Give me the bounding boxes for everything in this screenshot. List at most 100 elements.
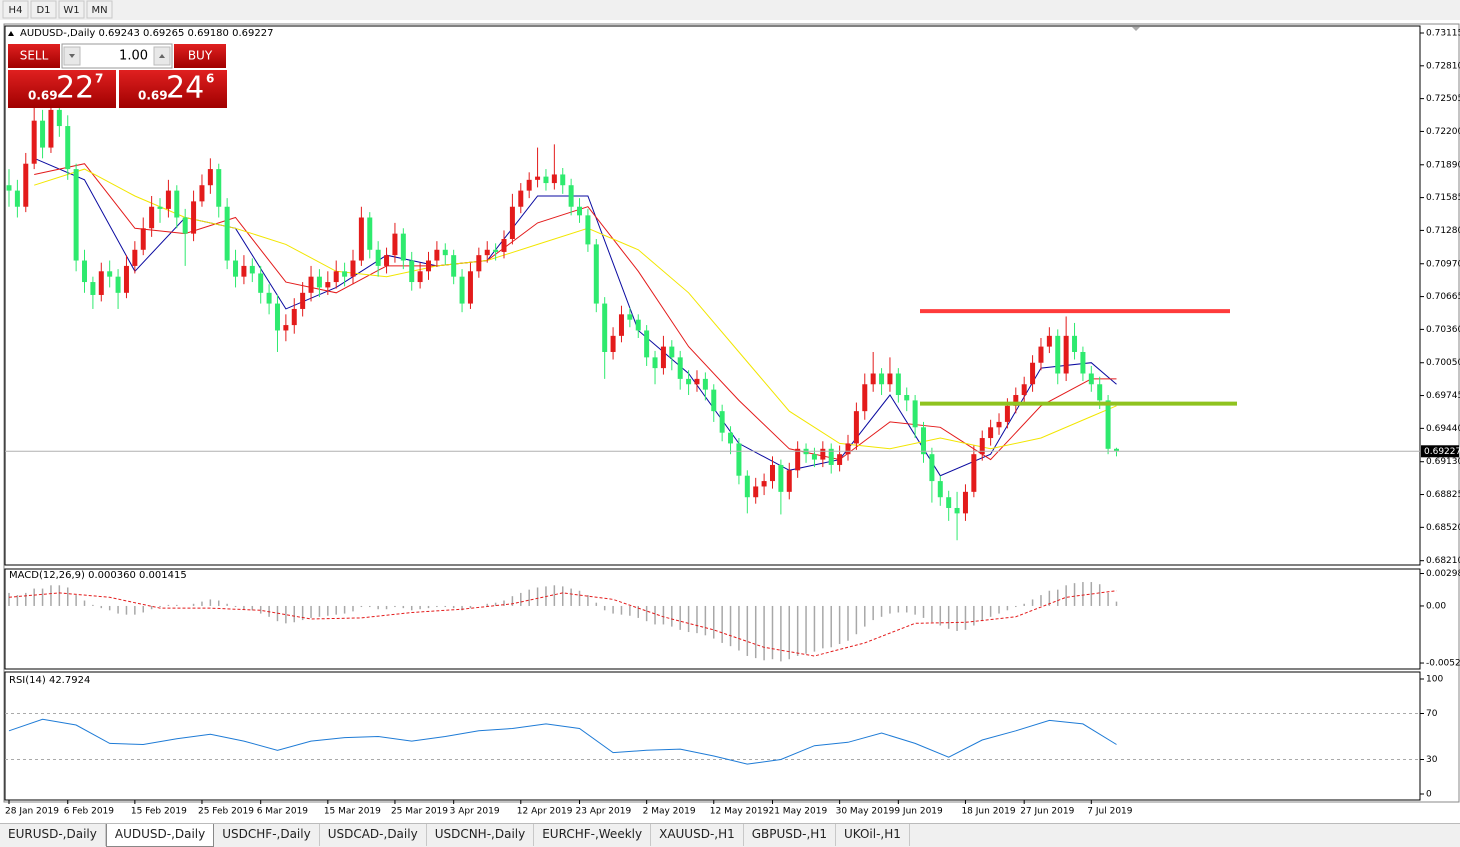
y-tick-label: 0.69745	[1426, 391, 1460, 401]
candle-body	[451, 255, 457, 277]
candle-body	[593, 244, 599, 304]
candle-body	[266, 292, 272, 304]
chart-tab[interactable]: GBPUSD-,H1	[744, 824, 836, 846]
candle-body	[291, 308, 297, 326]
candle-body	[132, 249, 138, 266]
candle-body	[434, 249, 440, 261]
chart-tab[interactable]: USDCAD-,Daily	[320, 824, 427, 846]
down-arrow	[69, 54, 75, 58]
chart-tab[interactable]: USDCHF-,Daily	[214, 824, 320, 846]
candle-body	[459, 276, 465, 304]
candle-body	[107, 271, 113, 277]
candle-body	[887, 373, 893, 385]
candle-body	[165, 190, 171, 209]
candle-body	[484, 249, 490, 256]
candle-body	[249, 265, 255, 274]
candle-body	[769, 464, 775, 482]
candle-body	[316, 276, 322, 288]
y-tick-label: 0.69440	[1426, 424, 1460, 434]
timeframe-label[interactable]: H4	[9, 5, 23, 16]
candle-body	[56, 109, 62, 127]
candle-body	[828, 448, 834, 465]
buy-button[interactable]	[174, 44, 226, 68]
timeframe-label[interactable]: W1	[63, 5, 79, 16]
chart-tab[interactable]: USDCNH-,Daily	[427, 824, 535, 846]
candle-body	[509, 206, 515, 240]
candle-body	[837, 454, 843, 465]
x-tick-label: 12 Apr 2019	[517, 807, 573, 817]
y-tick-label: 0	[1426, 790, 1432, 800]
sell-button[interactable]	[8, 44, 60, 68]
x-tick-label: 2 May 2019	[643, 807, 696, 817]
candle-body	[400, 233, 406, 261]
candle-body	[442, 249, 448, 256]
y-tick-label: 0.00	[1426, 601, 1446, 611]
candle-body	[677, 357, 683, 379]
rsi-panel	[4, 671, 1421, 801]
candle-body	[1021, 384, 1027, 396]
timeframe-button[interactable]	[58, 0, 85, 19]
candle-body	[115, 276, 121, 293]
volume[interactable]: 1.00	[119, 49, 148, 64]
candle-body	[90, 282, 96, 295]
buy-label[interactable]: BUY	[188, 49, 213, 63]
candle-body	[342, 271, 348, 277]
candle-body	[702, 378, 708, 390]
candle-body	[912, 400, 918, 428]
candle-body	[853, 411, 859, 444]
candle-body	[568, 185, 574, 207]
collapse-icon	[8, 31, 14, 36]
timeframe-label[interactable]: MN	[91, 5, 107, 16]
candle-body	[31, 120, 37, 164]
candle-body	[686, 378, 692, 385]
candle-body	[23, 163, 29, 207]
candle-body	[224, 206, 230, 261]
x-tick-label: 21 May 2019	[768, 807, 827, 817]
candle-body	[174, 190, 180, 218]
candle-body	[1038, 346, 1044, 363]
candle-body	[233, 260, 239, 277]
candle-body	[350, 260, 356, 277]
candle-body	[618, 314, 624, 336]
timeframe-button[interactable]	[86, 0, 113, 19]
candle-body	[971, 454, 977, 492]
chart-tab[interactable]: UKOil-,H1	[836, 824, 910, 846]
timeframe-button[interactable]	[2, 0, 29, 19]
candle-body	[761, 481, 767, 487]
chart-tab[interactable]: EURCHF-,Weekly	[534, 824, 652, 846]
candle-body	[954, 507, 960, 514]
last-price-label: 0.69227	[1424, 447, 1460, 457]
chart-tab[interactable]: EURUSD-,Daily	[0, 824, 106, 846]
sell-price-box[interactable]	[8, 70, 116, 108]
candle-body	[979, 438, 985, 455]
signal-line	[8, 590, 1117, 657]
y-tick-label: 0.72505	[1426, 94, 1460, 104]
candle-body	[1063, 335, 1069, 374]
y-tick-label: 0.70050	[1426, 358, 1460, 368]
candle-body	[879, 373, 885, 385]
candle-body	[644, 330, 650, 358]
candle-body	[191, 201, 197, 234]
candle-body	[795, 448, 801, 471]
x-tick-label: 12 May 2019	[710, 807, 769, 817]
y-tick-label: 0.68210	[1426, 556, 1460, 566]
buy-price-box[interactable]	[119, 70, 227, 108]
sell-label[interactable]: SELL	[20, 49, 49, 63]
candle-body	[652, 357, 658, 369]
timeframe-label[interactable]: D1	[36, 5, 50, 16]
x-tick-label: 18 Jun 2019	[961, 807, 1015, 817]
candle-body	[48, 109, 54, 148]
candle-body	[602, 303, 608, 352]
x-tick-label: 15 Feb 2019	[131, 807, 187, 817]
chart-tab[interactable]: AUDUSD-,Daily	[105, 824, 215, 847]
up-arrow	[159, 54, 165, 58]
candle-body	[467, 271, 473, 304]
candle-body	[73, 169, 79, 261]
candle-body	[149, 206, 155, 229]
y-tick-label: 30	[1426, 755, 1438, 765]
candle-body	[1105, 400, 1111, 449]
candle-body	[728, 432, 734, 444]
timeframe-button[interactable]	[30, 0, 57, 19]
chart-tab[interactable]: XAUUSD-,H1	[651, 824, 744, 846]
candle-body	[736, 443, 742, 476]
